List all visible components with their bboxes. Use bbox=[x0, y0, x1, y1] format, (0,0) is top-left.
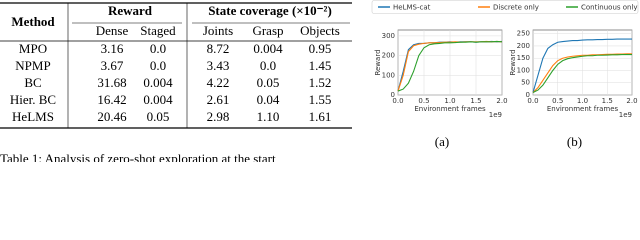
table-column-header: Joints bbox=[203, 23, 233, 38]
table-cell: HeLMS bbox=[12, 109, 54, 124]
y-tick-label: 200 bbox=[382, 52, 395, 60]
table-cell: 1.10 bbox=[257, 109, 280, 124]
y-tick-label: 0 bbox=[391, 91, 395, 99]
table-cell: 0.004 bbox=[143, 92, 173, 107]
table-column-header: Staged bbox=[140, 23, 176, 38]
x-axis-label: Environment frames bbox=[414, 105, 486, 113]
table-cell: 0.95 bbox=[309, 41, 332, 56]
legend-label: Discrete only bbox=[493, 4, 539, 12]
table-column-header: Dense bbox=[96, 23, 129, 38]
x-tick-label: 1.0 bbox=[444, 97, 455, 105]
table-cell: 2.61 bbox=[207, 92, 230, 107]
table-cell: 4.22 bbox=[207, 75, 230, 90]
table-cell: MPO bbox=[19, 41, 47, 56]
table-cell: 1.45 bbox=[309, 58, 332, 73]
table-header: Reward bbox=[108, 3, 153, 18]
series-line bbox=[532, 53, 632, 93]
page: Method Reward State coverage (×10⁻²) Dense S… bbox=[0, 0, 640, 162]
legend-label: Continuous only bbox=[581, 4, 638, 12]
table-cell: 0.0 bbox=[150, 58, 166, 73]
legend-label: HeLMS-cat bbox=[393, 4, 431, 12]
figure: Method Reward State coverage (×10⁻²) Dense S… bbox=[0, 0, 639, 162]
table-cell: 0.05 bbox=[257, 75, 280, 90]
series-line bbox=[532, 38, 632, 93]
table-cell: 3.43 bbox=[207, 58, 230, 73]
x-tick-label: 1.5 bbox=[470, 97, 481, 105]
x-offset-label: 1e9 bbox=[489, 111, 502, 119]
table-cell: 0.004 bbox=[253, 41, 283, 56]
table-cell: 31.68 bbox=[97, 75, 126, 90]
table-caption: Table 1: Analysis of zero-shot explorati… bbox=[0, 151, 276, 162]
legend-frame bbox=[371, 0, 639, 14]
table-cell: Hier. BC bbox=[10, 92, 56, 107]
y-tick-label: 250 bbox=[517, 30, 530, 38]
x-tick-label: 0.0 bbox=[527, 97, 538, 105]
y-tick-label: 150 bbox=[517, 54, 530, 62]
x-offset-label: 1e9 bbox=[619, 111, 632, 119]
table-cell: 1.61 bbox=[309, 109, 332, 124]
table-cell: 2.98 bbox=[207, 109, 230, 124]
table-cell: 3.67 bbox=[101, 58, 124, 73]
table-cell: 1.55 bbox=[309, 92, 332, 107]
y-axis-label: Reward bbox=[374, 49, 382, 75]
table-column-header: Grasp bbox=[252, 23, 283, 38]
x-tick-label: 0.5 bbox=[418, 97, 429, 105]
table-cell: 16.42 bbox=[97, 92, 126, 107]
subcaption: (b) bbox=[567, 134, 582, 149]
table-header: State coverage (×10⁻²) bbox=[208, 3, 332, 18]
table-cell: 3.16 bbox=[101, 41, 124, 56]
y-tick-label: 100 bbox=[382, 71, 395, 79]
y-tick-label: 300 bbox=[382, 32, 395, 40]
series-line bbox=[532, 53, 632, 94]
table-cell: 0.0 bbox=[150, 41, 166, 56]
subcaption: (a) bbox=[435, 134, 449, 149]
table-column-header: Objects bbox=[300, 23, 340, 38]
table-cell: BC bbox=[24, 75, 41, 90]
y-tick-label: 0 bbox=[526, 91, 530, 99]
table-cell: 0.04 bbox=[257, 92, 280, 107]
y-axis-label: Reward bbox=[509, 49, 517, 75]
y-tick-label: 100 bbox=[517, 66, 530, 74]
x-tick-label: 1.5 bbox=[602, 97, 613, 105]
table-cell: 0.004 bbox=[143, 75, 173, 90]
table-cell: NPMP bbox=[15, 58, 50, 73]
table-cell: 8.72 bbox=[207, 41, 230, 56]
table-cell: 20.46 bbox=[97, 109, 127, 124]
series-line bbox=[397, 40, 503, 92]
table-header: Method bbox=[11, 14, 55, 29]
table-cell: 1.52 bbox=[309, 75, 332, 90]
x-tick-label: 0.0 bbox=[392, 97, 403, 105]
x-axis-label: Environment frames bbox=[547, 105, 619, 113]
y-tick-label: 50 bbox=[521, 79, 530, 87]
x-tick-label: 2.0 bbox=[496, 97, 507, 105]
x-tick-label: 1.0 bbox=[577, 97, 588, 105]
table-cell: 0.05 bbox=[147, 109, 170, 124]
x-tick-label: 2.0 bbox=[626, 97, 637, 105]
table-cell: 0.0 bbox=[260, 58, 276, 73]
x-tick-label: 0.5 bbox=[552, 97, 563, 105]
y-tick-label: 200 bbox=[517, 42, 530, 50]
